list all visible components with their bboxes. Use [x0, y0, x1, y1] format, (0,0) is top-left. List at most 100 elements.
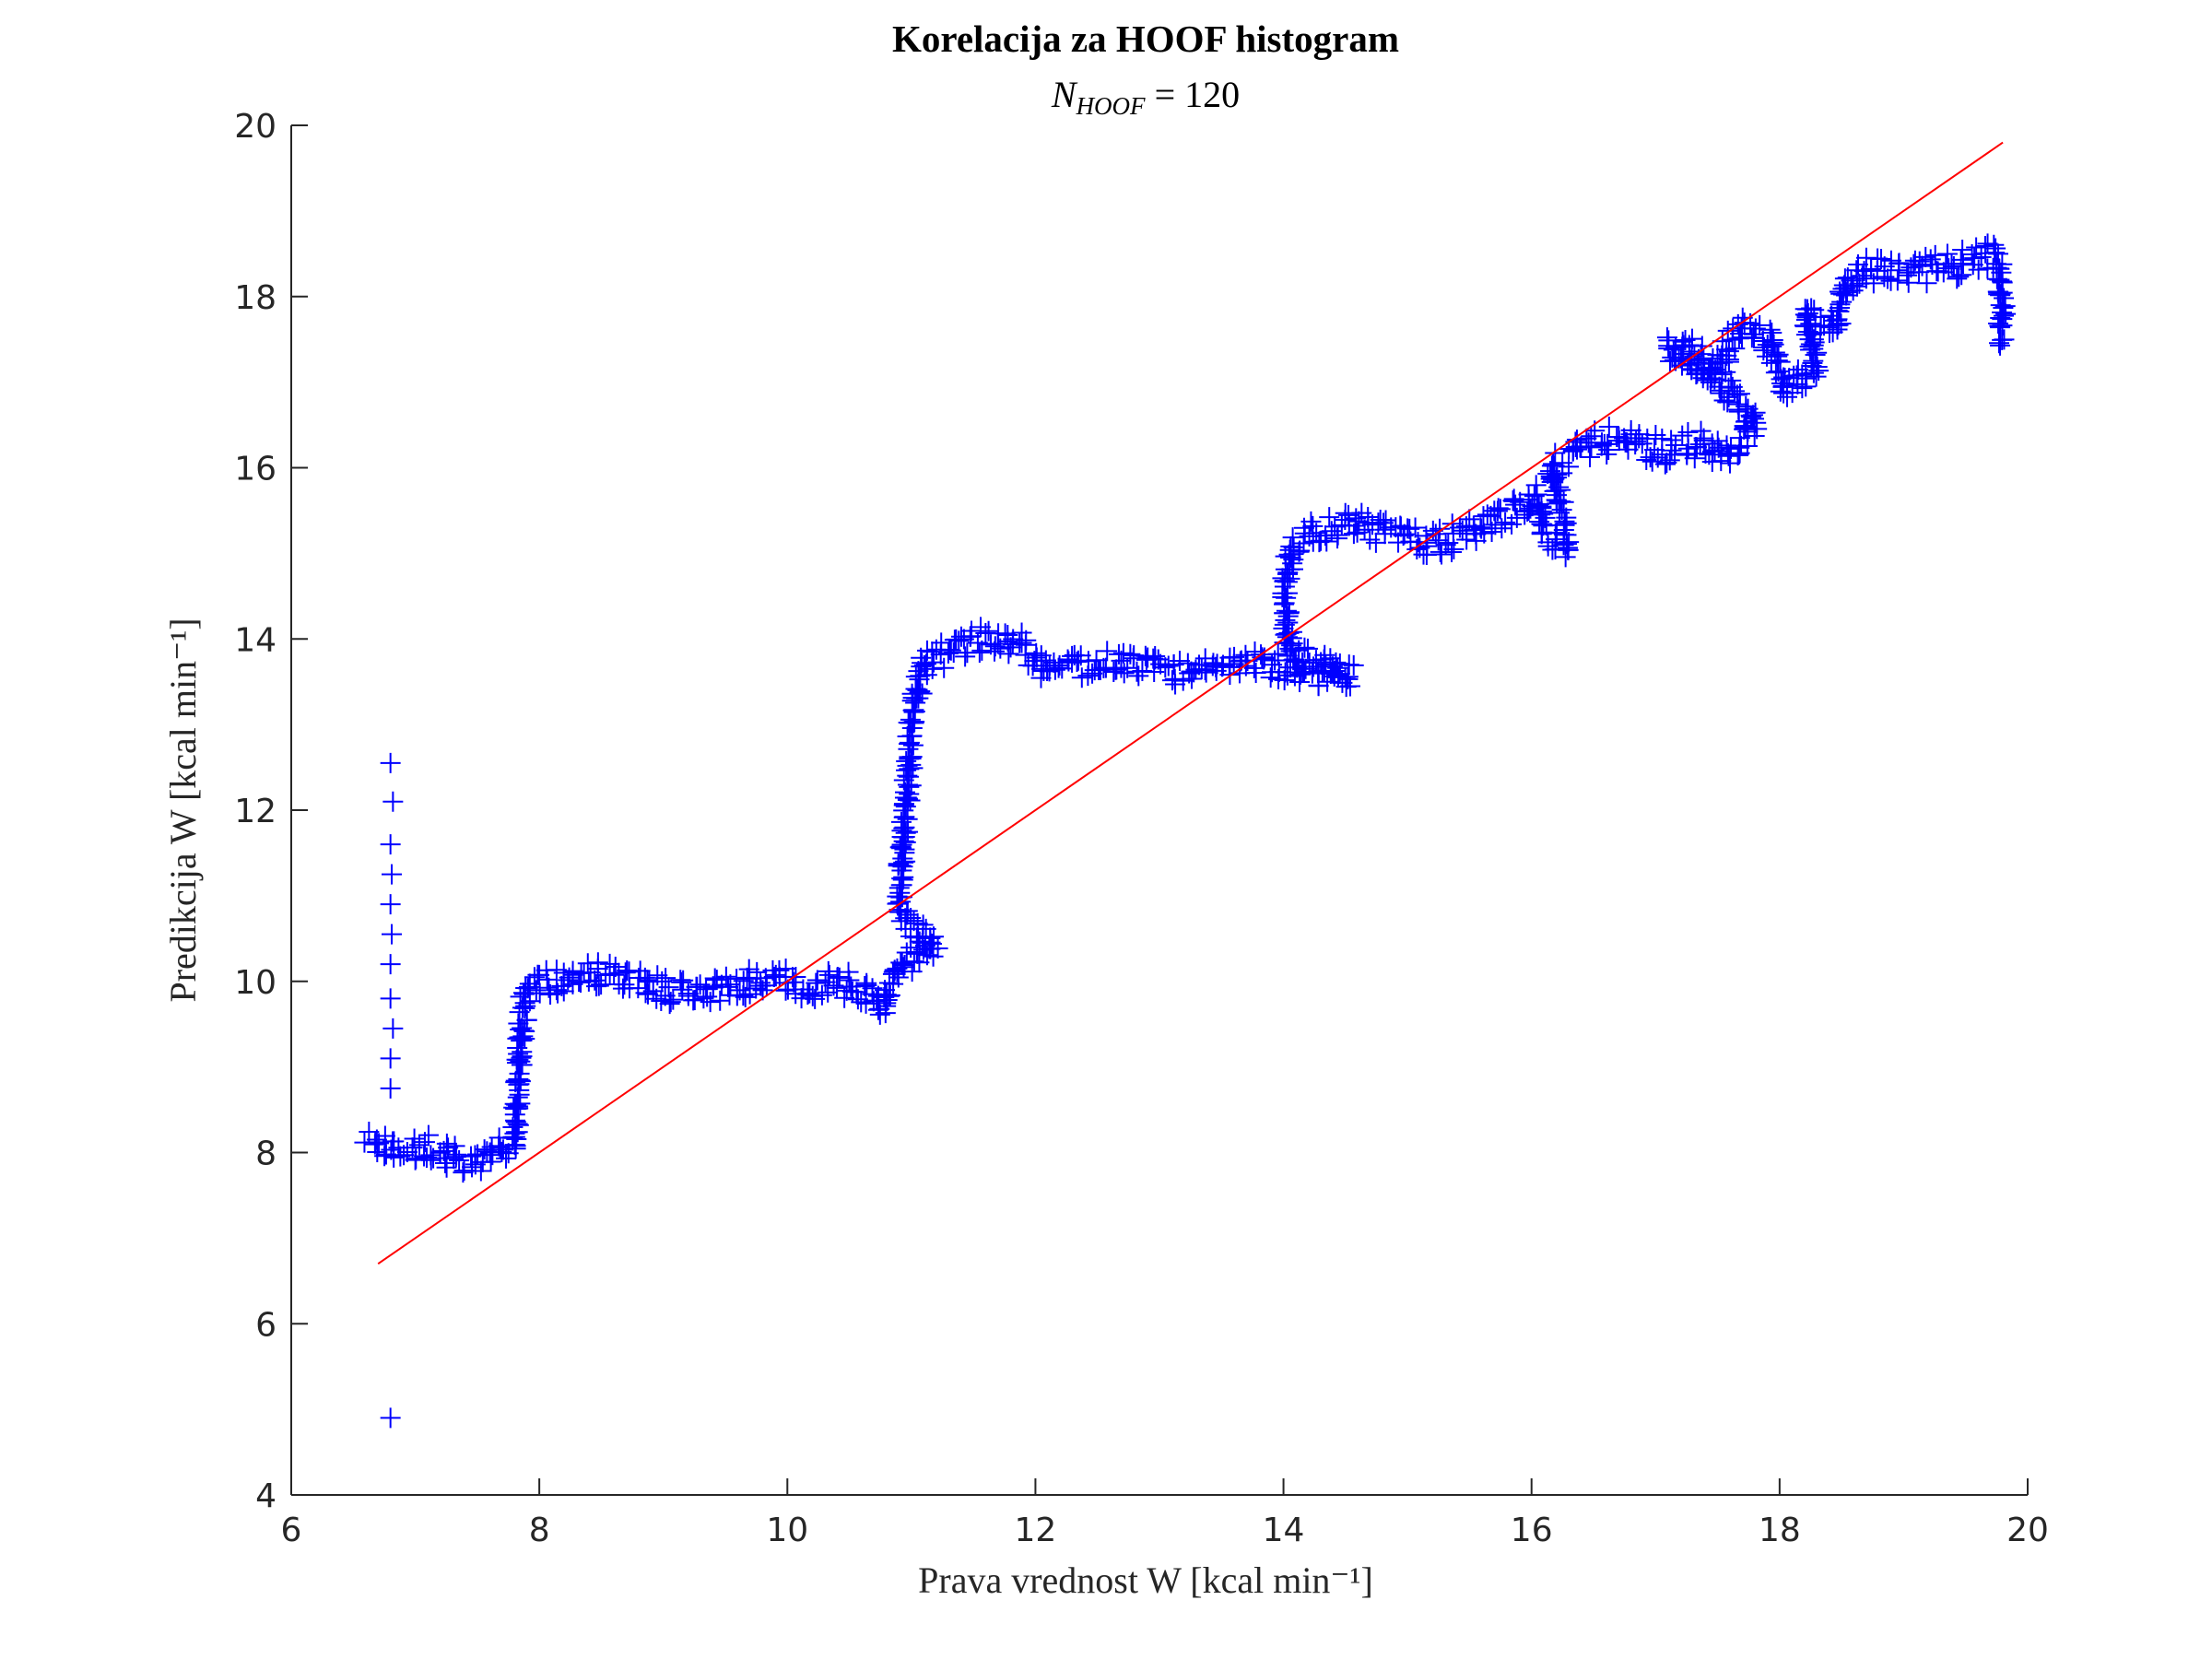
data-point: [752, 980, 773, 1001]
data-point: [1287, 657, 1308, 678]
data-point: [642, 981, 664, 1002]
data-point: [1992, 315, 2013, 336]
data-point: [888, 967, 909, 988]
data-point: [900, 747, 922, 769]
data-point: [1677, 444, 1698, 465]
data-point: [496, 1147, 517, 1169]
data-point: [710, 990, 731, 1011]
data-point: [900, 790, 921, 811]
data-point: [1762, 332, 1783, 353]
data-point: [512, 1041, 533, 1063]
chart-title: Korelacija za HOOF histogram: [892, 18, 1399, 60]
data-point: [948, 630, 970, 652]
data-point: [1948, 266, 1970, 288]
data-point: [1260, 667, 1281, 688]
data-point: [785, 967, 806, 988]
data-point: [1471, 518, 1492, 539]
data-point: [1673, 335, 1694, 356]
data-point: [1719, 453, 1740, 474]
data-point: [856, 974, 877, 995]
data-point: [1327, 524, 1348, 546]
data-point: [529, 982, 550, 1004]
data-point: [420, 1145, 441, 1166]
data-point: [961, 620, 982, 641]
data-point: [1279, 568, 1300, 589]
data-point: [747, 961, 768, 982]
data-point: [1399, 518, 1420, 539]
data-point: [1938, 258, 1959, 279]
data-point: [717, 976, 738, 997]
data-point: [829, 967, 850, 988]
data-point: [1106, 659, 1127, 680]
data-point: [1654, 453, 1676, 475]
data-point: [470, 1160, 491, 1182]
data-point: [1145, 645, 1166, 666]
data-point: [684, 989, 705, 1010]
data-point: [637, 970, 658, 991]
data-point: [558, 970, 579, 991]
data-point: [536, 969, 558, 990]
data-point: [1559, 456, 1579, 477]
data-point: [1966, 237, 1987, 258]
data-point: [1759, 319, 1781, 340]
data-point: [1717, 320, 1738, 341]
x-tick-label: 12: [1015, 1512, 1057, 1549]
data-point: [1916, 273, 1937, 294]
data-point: [799, 982, 820, 1004]
data-point: [591, 974, 612, 995]
subtitle-rest: = 120: [1146, 74, 1241, 115]
data-point: [1988, 333, 2009, 354]
data-point: [891, 875, 912, 896]
data-point: [588, 975, 609, 996]
data-point: [1158, 655, 1179, 677]
data-point: [1708, 437, 1729, 458]
data-point: [902, 758, 924, 779]
data-point: [1297, 638, 1318, 659]
data-point: [359, 1122, 380, 1143]
data-point: [1120, 643, 1141, 665]
data-point: [1620, 419, 1641, 441]
data-point: [1677, 422, 1699, 443]
data-point: [898, 738, 919, 759]
data-point: [903, 701, 924, 723]
data-point: [1684, 448, 1705, 469]
data-point: [380, 894, 401, 915]
data-point: [1988, 313, 2009, 335]
data-point: [1863, 273, 1884, 294]
data-point: [934, 657, 955, 678]
data-point: [893, 957, 914, 978]
data-point: [659, 994, 680, 1015]
data-point: [538, 977, 559, 998]
data-point: [978, 620, 999, 641]
data-point: [1093, 657, 1114, 678]
data-point: [1128, 665, 1149, 687]
data-point: [444, 1135, 465, 1157]
data-point: [663, 989, 684, 1010]
data-point: [1763, 334, 1784, 355]
data-point: [510, 1051, 531, 1072]
data-point: [1656, 327, 1677, 348]
data-point: [1947, 268, 1968, 289]
data-point: [1505, 494, 1526, 515]
data-point: [889, 837, 911, 858]
data-point: [892, 856, 913, 877]
data-point: [406, 1148, 427, 1170]
data-point: [1306, 523, 1327, 544]
data-point: [1681, 359, 1702, 381]
data-point: [655, 968, 677, 989]
data-point: [912, 683, 933, 704]
y-tick-label: 12: [234, 793, 276, 830]
data-point: [1764, 342, 1785, 363]
data-point: [955, 646, 976, 667]
x-tick-label: 14: [1263, 1512, 1305, 1549]
data-point: [1936, 243, 1958, 265]
data-point: [1968, 259, 1989, 280]
data-point: [1524, 486, 1545, 507]
data-point: [1303, 656, 1324, 677]
data-point: [738, 959, 759, 980]
data-point: [900, 712, 921, 734]
data-point: [735, 986, 756, 1007]
data-point: [1576, 428, 1597, 449]
data-point: [903, 951, 924, 972]
